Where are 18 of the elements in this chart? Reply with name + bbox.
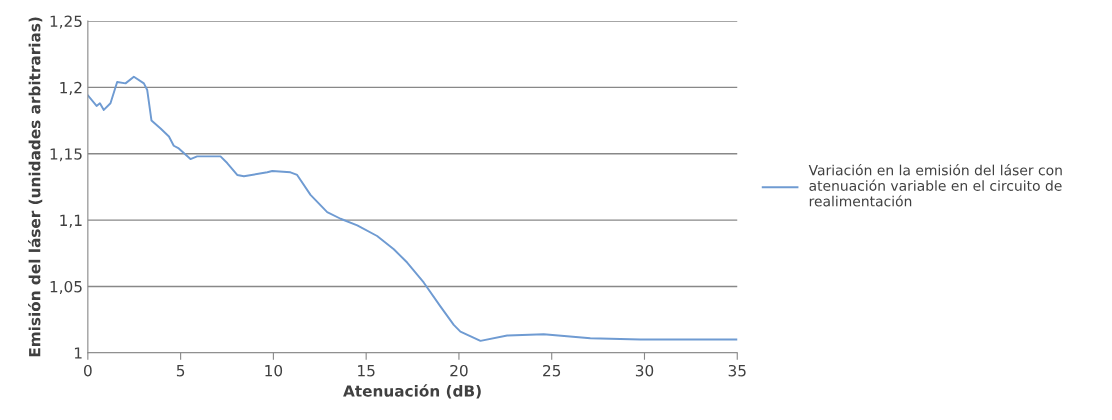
x-tick-label: 25	[543, 364, 561, 377]
y-tick-label: 1,15	[50, 148, 82, 162]
y-tick-label: 1,25	[50, 15, 82, 29]
y-tick-label: 1,2	[60, 81, 82, 95]
y-axis-title: Emisión del láser (unidades arbitrarias)	[28, 17, 43, 357]
x-tick-label: 15	[358, 365, 375, 377]
y-tick-label: 1,05	[50, 280, 82, 295]
x-tick-label: 35	[728, 364, 746, 377]
line-series	[87, 75, 738, 342]
y-tick-label: 1,1	[60, 214, 82, 228]
x-axis-title: Atenuación (dB)	[343, 384, 481, 399]
legend-label: Variación en la emisión del láser con atenuación variable en el circuito de realimentación	[808, 164, 1062, 207]
y-tick-label: 1	[74, 347, 82, 359]
x-tick-label: 30	[635, 364, 654, 377]
x-tick-label: 10	[265, 364, 283, 377]
x-tick-label: 20	[450, 364, 468, 377]
x-tick-label: 0	[84, 364, 92, 377]
x-tick-label: 5	[176, 365, 185, 377]
